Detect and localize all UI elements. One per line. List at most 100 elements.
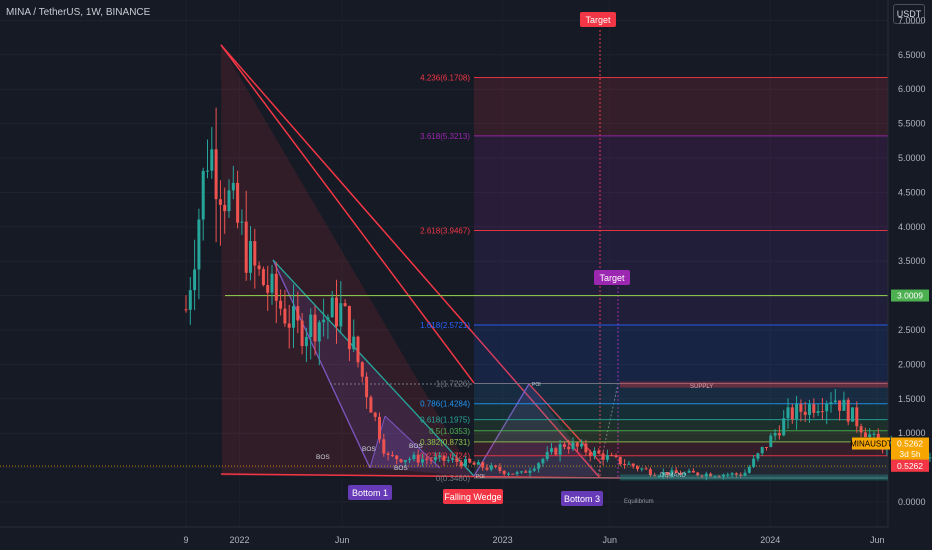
candle-body bbox=[550, 448, 553, 453]
candle-body bbox=[382, 439, 386, 454]
candle-body bbox=[442, 455, 446, 461]
candle-body bbox=[390, 455, 394, 457]
price-tick-label: 5.0000 bbox=[898, 153, 926, 163]
candle-body bbox=[532, 468, 536, 471]
candle-body bbox=[360, 362, 364, 377]
price-badge-label: 0.5262 bbox=[897, 461, 923, 471]
candles bbox=[184, 107, 932, 481]
candle-body bbox=[713, 476, 717, 478]
candle-body bbox=[803, 411, 807, 415]
supply-label: SUPPLY bbox=[690, 384, 713, 390]
target-mid-label: Target bbox=[599, 273, 625, 283]
price-tick-label: 4.0000 bbox=[898, 222, 926, 232]
candle-body bbox=[292, 306, 295, 328]
candle-body bbox=[661, 472, 665, 476]
candle-body bbox=[683, 472, 687, 475]
candle-body bbox=[395, 455, 399, 460]
candle-body bbox=[799, 404, 803, 412]
candle-body bbox=[322, 319, 326, 323]
candle-body bbox=[537, 463, 541, 469]
candle-body bbox=[863, 432, 867, 438]
candle-body bbox=[261, 269, 265, 286]
candle-body bbox=[464, 458, 467, 467]
fib-zone bbox=[474, 419, 888, 431]
candle-body bbox=[201, 170, 205, 220]
candle-body bbox=[541, 459, 545, 464]
symbol-badge bbox=[852, 437, 890, 450]
candle-body bbox=[593, 450, 596, 456]
candle-body bbox=[545, 452, 549, 460]
candle-body bbox=[481, 462, 485, 468]
fib-level-label: 4.236(6.1708) bbox=[420, 73, 470, 82]
currency-button[interactable]: USDT bbox=[893, 4, 925, 24]
candle-body bbox=[197, 219, 201, 270]
candle-body bbox=[687, 470, 691, 473]
candle-body bbox=[438, 455, 442, 458]
candle-body bbox=[605, 455, 609, 460]
time-tick-label: 2022 bbox=[230, 535, 250, 545]
fib-zone bbox=[474, 77, 888, 136]
poi-label: POI bbox=[532, 382, 541, 388]
wedge-fill bbox=[221, 45, 474, 476]
falling-wedge-label: Falling Wedge bbox=[444, 492, 501, 502]
purple-line-2 bbox=[473, 383, 530, 477]
candle-body bbox=[679, 473, 682, 475]
candle-body bbox=[352, 336, 356, 350]
candle-body bbox=[498, 466, 502, 471]
candle-body bbox=[756, 453, 760, 459]
bos-label: BOS bbox=[316, 454, 330, 461]
fib-level-label: 0.382(0.8731) bbox=[420, 438, 470, 447]
candle-body bbox=[193, 269, 197, 291]
candle-body bbox=[399, 459, 403, 463]
candle-body bbox=[739, 474, 743, 476]
price-badge bbox=[891, 289, 929, 302]
candle-body bbox=[300, 320, 304, 347]
equilibrium-label: Equilibrium bbox=[624, 499, 654, 505]
candle-body bbox=[446, 459, 450, 461]
candle-body bbox=[283, 308, 287, 324]
poi-label: POI bbox=[476, 474, 485, 480]
fib-zone bbox=[474, 403, 888, 420]
price-tick-label: 4.5000 bbox=[898, 187, 926, 197]
candle-body bbox=[296, 306, 300, 321]
bottom-3-label-bg bbox=[561, 491, 603, 506]
candle-body bbox=[472, 462, 476, 465]
candle-body bbox=[425, 459, 429, 461]
candle-body bbox=[760, 447, 764, 454]
candle-body bbox=[580, 443, 584, 447]
bottom-1-label-bg bbox=[348, 485, 392, 500]
price-badge-label: 3.0009 bbox=[897, 291, 923, 301]
candle-body bbox=[571, 442, 575, 450]
candle-body bbox=[816, 411, 820, 413]
candle-body bbox=[403, 460, 407, 463]
candle-body bbox=[786, 407, 790, 419]
fib-level-label: 0(0.3480) bbox=[436, 474, 471, 483]
fib-level-label: 1.618(2.5721) bbox=[420, 321, 470, 330]
candle-body bbox=[790, 407, 794, 420]
price-tick-label: 6.5000 bbox=[898, 50, 926, 60]
candle-body bbox=[773, 433, 777, 436]
fib-zone bbox=[474, 455, 888, 479]
candle-body bbox=[726, 474, 730, 476]
price-tick-label: 7.0000 bbox=[898, 15, 926, 25]
candle-body bbox=[838, 400, 842, 411]
candle-body bbox=[614, 455, 618, 457]
candle-body bbox=[343, 303, 347, 307]
candle-body bbox=[515, 472, 519, 474]
candle-body bbox=[485, 467, 489, 470]
target-mid-label-bg bbox=[594, 270, 630, 285]
candle-body bbox=[657, 475, 661, 477]
red-line-2 bbox=[528, 383, 601, 463]
candle-body bbox=[378, 416, 381, 440]
symbol-badge-label: MINAUSDT bbox=[850, 440, 892, 449]
candle-body bbox=[459, 461, 463, 467]
candle-body bbox=[696, 472, 700, 476]
fib-level-label: 3.618(5.3213) bbox=[420, 132, 470, 141]
fib-zone bbox=[474, 383, 888, 404]
price-badge bbox=[891, 447, 929, 460]
candle-body bbox=[326, 317, 330, 320]
candle-body bbox=[476, 462, 480, 465]
target-top-label-bg bbox=[580, 12, 616, 27]
